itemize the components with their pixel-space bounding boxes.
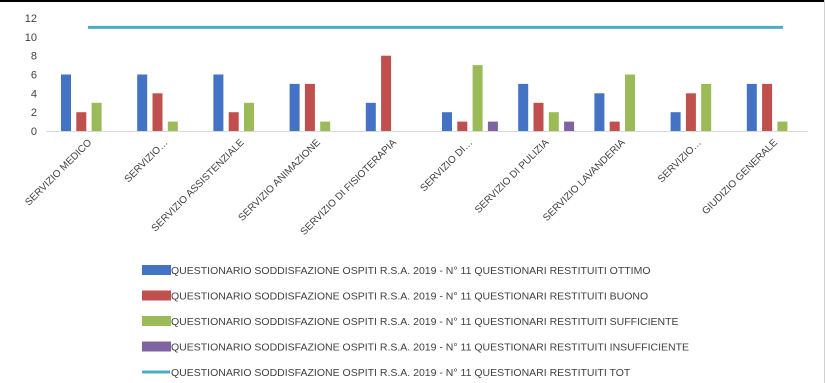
legend: QUESTIONARIO SODDISFAZIONE OSPITI R.S.A.… <box>142 265 689 379</box>
bar <box>91 102 102 132</box>
legend-swatch <box>142 341 171 352</box>
bar <box>746 83 757 131</box>
legend-swatch <box>142 265 171 275</box>
bar <box>320 121 331 131</box>
bar <box>137 74 148 131</box>
bar <box>564 121 575 131</box>
legend-label: QUESTIONARIO SODDISFAZIONE OSPITI R.S.A.… <box>171 342 689 354</box>
bar <box>777 121 788 131</box>
x-tick-label: SERVIZIO… <box>123 137 171 185</box>
bar <box>609 121 620 131</box>
bar <box>76 112 87 131</box>
bar <box>442 112 452 131</box>
legend-label: QUESTIONARIO SODDISFAZIONE OSPITI R.S.A.… <box>171 265 651 277</box>
bar <box>518 83 529 131</box>
x-tick-label: SERVIZIO ASSISTENZIALE <box>150 137 247 234</box>
legend-label: QUESTIONARIO SODDISFAZIONE OSPITI R.S.A.… <box>171 291 648 303</box>
y-tick-label: 2 <box>31 107 37 119</box>
bar <box>533 102 544 132</box>
legend-swatch <box>142 290 171 301</box>
y-tick-label: 6 <box>31 70 37 82</box>
chart-top-border <box>0 0 825 2</box>
bar <box>701 83 712 131</box>
bars <box>61 55 788 132</box>
y-axis: 0 2 4 6 8 10 12 <box>25 13 37 138</box>
bar <box>304 83 315 131</box>
y-tick-label: 10 <box>25 32 37 44</box>
legend-label: QUESTIONARIO SODDISFAZIONE OSPITI R.S.A.… <box>171 316 679 328</box>
y-tick-label: 4 <box>31 88 37 100</box>
x-tick-label: SERVIZIO DI PULIZIA <box>473 137 552 216</box>
bar <box>457 121 468 131</box>
y-tick-label: 0 <box>31 126 37 138</box>
bar <box>762 83 773 131</box>
bar <box>685 93 696 131</box>
legend-label: QUESTIONARIO SODDISFAZIONE OSPITI R.S.A.… <box>171 367 631 379</box>
bar <box>487 121 498 131</box>
bar <box>670 112 681 131</box>
x-tick-label: SERVIZIO… <box>656 137 704 185</box>
x-tick-label: SERVIZIO LAVANDERIA <box>541 137 628 224</box>
x-tick-label: SERVIZIO ANIMAZIONE <box>237 137 323 223</box>
bar <box>472 65 483 131</box>
bar <box>289 83 300 131</box>
bar <box>625 74 635 131</box>
bar <box>365 102 376 132</box>
y-tick-label: 8 <box>31 51 37 63</box>
bar <box>548 112 559 131</box>
bar <box>167 121 178 131</box>
bar <box>61 74 71 131</box>
x-tick-label: SERVIZIO DI… <box>418 137 475 194</box>
bar <box>213 74 224 131</box>
bar <box>152 93 163 131</box>
x-tick-label: SERVIZIO MEDICO <box>23 137 94 208</box>
x-tick-label: GIUDIZIO GENERALE <box>700 137 780 217</box>
y-tick-label: 12 <box>25 13 37 25</box>
legend-swatch <box>142 316 171 326</box>
x-axis: SERVIZIO MEDICO SERVIZIO…SERVIZIO ASSISTE… <box>23 131 808 238</box>
bar <box>244 102 254 132</box>
bar <box>594 93 605 131</box>
bar <box>381 55 392 132</box>
bar <box>228 112 239 131</box>
